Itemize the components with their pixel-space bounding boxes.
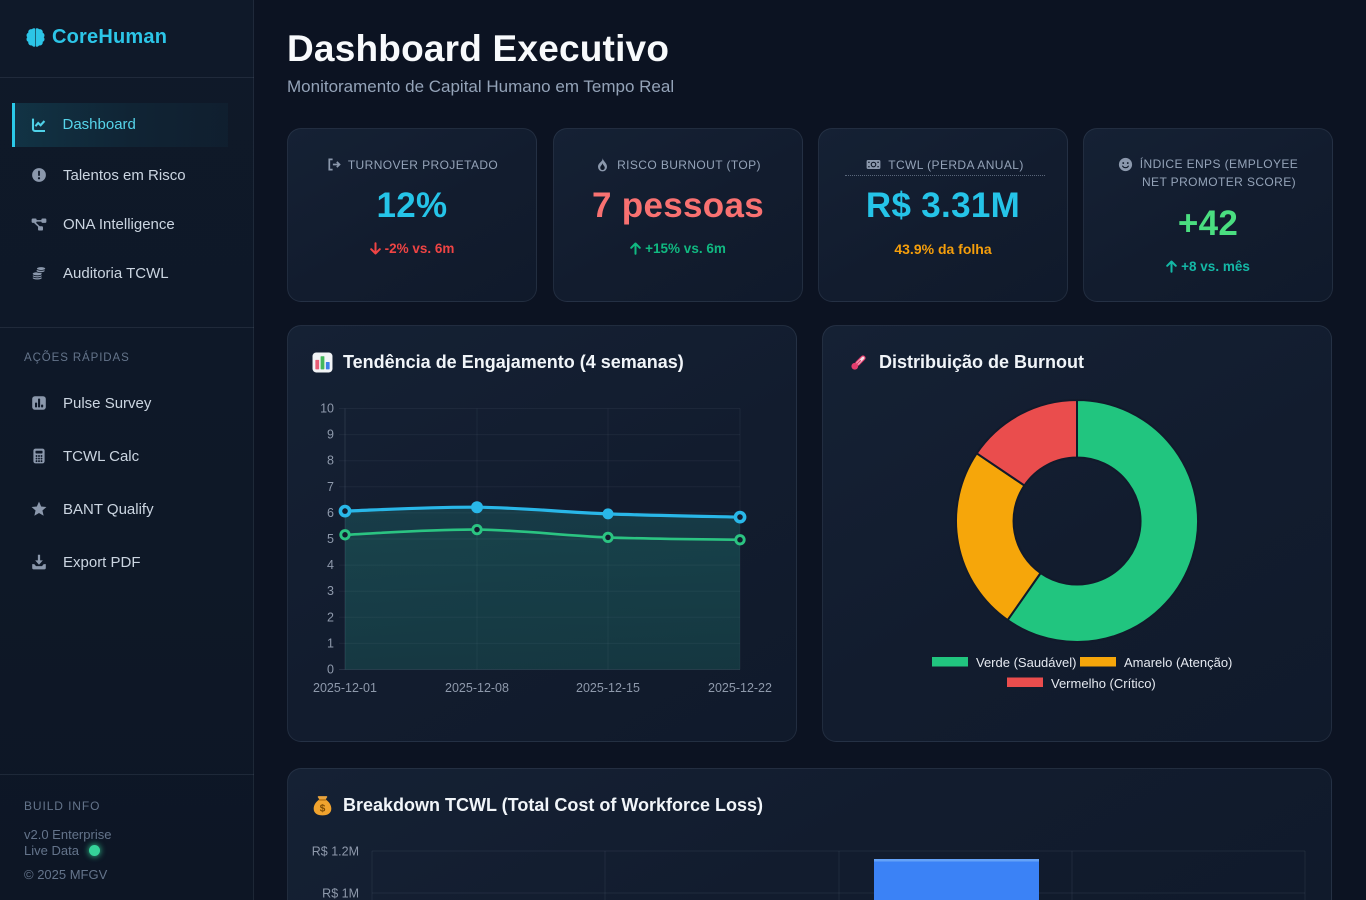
svg-text:R$ 1.2M: R$ 1.2M — [312, 845, 359, 859]
svg-text:3: 3 — [327, 584, 334, 598]
svg-text:Amarelo (Atenção): Amarelo (Atenção) — [1124, 655, 1232, 670]
svg-text:$: $ — [320, 803, 326, 814]
svg-text:5: 5 — [327, 532, 334, 546]
svg-text:6: 6 — [327, 506, 334, 520]
svg-text:Vermelho (Crítico): Vermelho (Crítico) — [1051, 676, 1156, 691]
svg-text:2025-12-01: 2025-12-01 — [313, 681, 377, 695]
svg-text:9: 9 — [327, 428, 334, 442]
svg-text:2025-12-08: 2025-12-08 — [445, 681, 509, 695]
svg-text:0: 0 — [327, 663, 334, 677]
svg-text:2025-12-15: 2025-12-15 — [576, 681, 640, 695]
svg-text:10: 10 — [320, 402, 334, 416]
svg-text:2: 2 — [327, 610, 334, 624]
svg-text:8: 8 — [327, 454, 334, 468]
svg-text:1: 1 — [327, 636, 334, 650]
svg-text:R$ 1M: R$ 1M — [322, 887, 359, 900]
svg-text:7: 7 — [327, 480, 334, 494]
svg-text:2025-12-22: 2025-12-22 — [708, 681, 772, 695]
svg-text:Verde (Saudável): Verde (Saudável) — [976, 655, 1076, 670]
svg-text:4: 4 — [327, 558, 334, 572]
